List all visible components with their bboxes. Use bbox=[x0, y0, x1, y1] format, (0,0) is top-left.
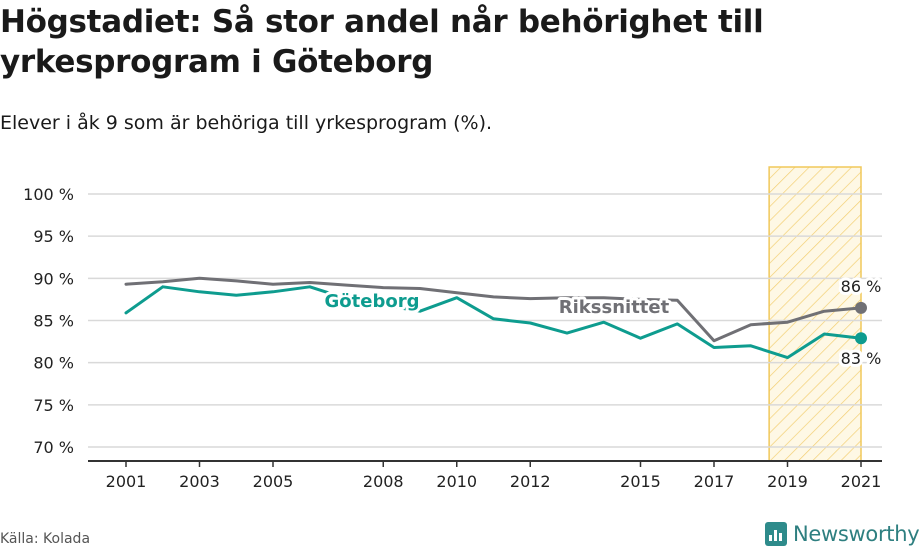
x-tick-label: 2008 bbox=[363, 472, 404, 491]
source-note: Källa: Kolada bbox=[0, 531, 91, 547]
chart-subtitle: Elever i åk 9 som är behöriga till yrkes… bbox=[0, 112, 493, 134]
series-label-goteborg: Göteborg bbox=[325, 291, 420, 312]
y-tick-label: 95 % bbox=[33, 227, 74, 246]
x-tick-label: 2012 bbox=[510, 472, 551, 491]
x-tick-label: 2003 bbox=[179, 472, 220, 491]
end-label-rikssnittet: 86 % bbox=[841, 277, 882, 296]
series-line-goteborg bbox=[124, 285, 863, 360]
line-chart: 100 % 95 % 90 % 85 % 80 % 75 % 70 % 2001 2003 200… bbox=[23, 166, 882, 491]
x-tick-label: 2005 bbox=[253, 472, 294, 491]
x-tick-label: 2019 bbox=[767, 472, 808, 491]
y-tick-label: 80 % bbox=[33, 354, 74, 373]
x-tick-label: 2021 bbox=[841, 472, 882, 491]
x-tick-label: 2015 bbox=[620, 472, 661, 491]
end-marker-rikssnittet bbox=[855, 301, 867, 314]
y-tick-label: 90 % bbox=[33, 269, 74, 288]
y-tick-label: 75 % bbox=[33, 396, 74, 415]
brand-name: Newsworthy bbox=[793, 522, 920, 546]
end-marker-goteborg bbox=[855, 332, 867, 345]
series-line-rikssnittet bbox=[124, 276, 863, 343]
y-tick-label: 70 % bbox=[33, 438, 74, 457]
series-label-rikssnittet: Rikssnittet bbox=[559, 297, 670, 318]
x-tick-label: 2001 bbox=[106, 472, 147, 491]
newsworthy-logo-icon bbox=[765, 522, 787, 546]
x-tick-label: 2010 bbox=[436, 472, 477, 491]
chart-title: Högstadiet: Så stor andel når behörighet… bbox=[0, 4, 764, 80]
x-tick-label: 2017 bbox=[694, 472, 735, 491]
y-tick-label: 85 % bbox=[33, 312, 74, 331]
end-label-goteborg: 83 % bbox=[841, 349, 882, 368]
y-tick-label: 100 % bbox=[23, 185, 74, 204]
brand-logo: Newsworthy bbox=[765, 520, 920, 548]
